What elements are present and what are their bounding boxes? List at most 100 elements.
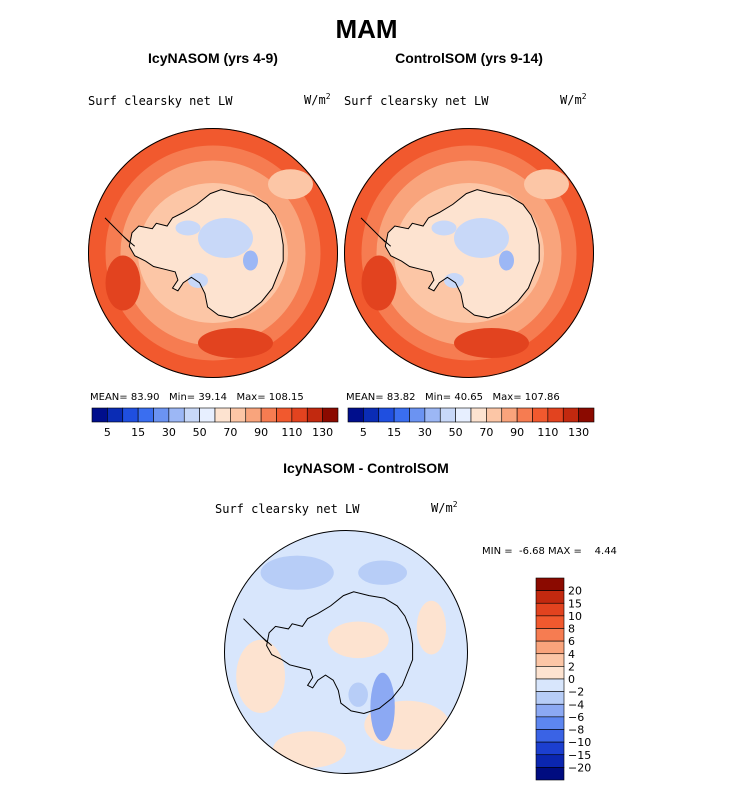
panel-3-units-exp: 2 — [452, 500, 458, 509]
panel-2-cold-core — [499, 250, 514, 271]
panel-1-mean: 83.90 — [130, 392, 160, 403]
panel-2-colorbar-swatch — [516, 407, 533, 423]
panel-2-colorbar-swatch — [501, 407, 518, 423]
panel-1-ice-shelf-2 — [188, 273, 208, 288]
panel-3-field — [224, 530, 468, 774]
panel-1-max-label: Max= — [236, 392, 266, 403]
panel-1-plateau — [198, 218, 253, 258]
panel-3-units-base: W/m — [431, 501, 453, 515]
panel-2-colorbar-swatch — [439, 407, 456, 423]
panel-1-min: 39.14 — [198, 392, 227, 403]
panel-3-colorbar-tick-label: 15 — [568, 597, 582, 610]
panel-3-colorbar-swatch — [535, 703, 565, 718]
panel-1-units-exp: 2 — [325, 92, 331, 101]
panel-3-colorbar-swatch — [535, 741, 565, 756]
panel-2-colorbar-tick-label: 5 — [360, 426, 367, 439]
panel-3-colorbar-tick-label: 6 — [568, 635, 575, 648]
panel-3-warm-1 — [236, 639, 285, 713]
panel-2-colorbar-swatch — [409, 407, 426, 423]
panel-3-boundary — [224, 530, 468, 774]
panel-3-cool-2 — [358, 560, 407, 585]
panel-3-colorbar-swatch — [535, 628, 565, 642]
panel-1-colorbar-swatch — [214, 407, 231, 423]
panel-2-field-label: Surf clearsky net LW — [344, 94, 489, 108]
panel-3-colorbar-swatch — [535, 678, 565, 692]
panel-3-cool-1 — [260, 555, 334, 590]
panel-3-cool-3 — [370, 672, 395, 742]
panel-2-title: ControlSOM (yrs 9-14) — [395, 50, 543, 66]
panel-1-cool-patch — [268, 169, 313, 200]
panel-2-colorbar-swatch — [363, 407, 380, 423]
panel-1-colorbar-tick-label: 30 — [162, 426, 176, 439]
panel-2-continent-fill — [385, 189, 540, 318]
panel-3-field-label: Surf clearsky net LW — [215, 502, 360, 516]
panel-3-colorbar-tick-label: 20 — [568, 585, 582, 598]
panel-3-peninsula — [243, 618, 273, 646]
panel-2-min-label: Min= — [425, 392, 452, 403]
panel-2-colorbar-tick-label: 130 — [568, 426, 589, 439]
panel-3-colorbar-tick-label: 0 — [568, 673, 575, 686]
panel-1-colorbar-swatch — [153, 407, 170, 423]
panel-2-colorbar-swatch — [486, 407, 503, 423]
panel-1-colorbar-tick-label: 110 — [281, 426, 302, 439]
panel-2-colorbar-swatch — [578, 407, 595, 423]
panel-3-colorbar-tick-label: 8 — [568, 623, 575, 636]
panel-2-colorbar-tick-label: 110 — [537, 426, 558, 439]
panel-1-field-label: Surf clearsky net LW — [88, 94, 233, 108]
panel-2-units-exp: 2 — [581, 92, 587, 101]
panel-2-min: 40.65 — [454, 392, 483, 403]
panel-3-colorbar-swatch — [535, 691, 565, 705]
panel-2-colorbar-swatch — [378, 407, 395, 423]
panel-2-field — [344, 128, 594, 378]
panel-3-map — [224, 530, 468, 774]
panel-1-continent-fill — [129, 189, 284, 318]
panel-2-max-label: Max= — [492, 392, 522, 403]
panel-2-warm-patch-1 — [454, 328, 529, 358]
panel-1-colorbar-swatch — [199, 407, 216, 423]
panel-1-colorbar-tick-label: 130 — [312, 426, 333, 439]
panel-1-colorbar-swatch — [291, 407, 308, 423]
panel-1-colorbar-swatch — [276, 407, 293, 423]
panel-2-boundary — [344, 128, 594, 378]
panel-1-colorbar-tick-label: 50 — [193, 426, 207, 439]
panel-2-colorbar-swatch — [547, 407, 564, 423]
panel-3-colorbar-swatch — [535, 653, 565, 667]
panel-2-colorbar-tick-label: 15 — [387, 426, 401, 439]
panel-3-max-label: MAX = — [548, 546, 582, 557]
panel-3-min: -6.68 — [518, 546, 545, 557]
panel-2-colorbar-swatch — [470, 407, 487, 423]
panel-2-cool-patch — [524, 169, 569, 200]
panel-1-colorbar-tick-label: 90 — [254, 426, 268, 439]
panel-1-colorbar-swatch — [306, 407, 323, 423]
panel-2-colorbar-tick-label: 50 — [449, 426, 463, 439]
panel-3-colorbar-swatch — [535, 590, 565, 604]
panel-1-colorbar-swatch — [137, 407, 154, 423]
panel-1-colorbar-tick-label: 5 — [104, 426, 111, 439]
panel-1-stats: MEAN= 83.90 Min= 39.14 Max= 108.15 — [90, 392, 304, 403]
panel-1-colorbar-swatch — [183, 407, 200, 423]
panel-3-colorbar-swatch — [535, 666, 565, 680]
panel-3-colorbar-tick-label: −20 — [568, 761, 591, 774]
panel-2-colorbar-tick-label: 70 — [479, 426, 493, 439]
panel-1-map — [88, 128, 338, 378]
panel-3-colorbar-tick-label: 2 — [568, 660, 575, 673]
panel-2-stats: MEAN= 83.82 Min= 40.65 Max= 107.86 — [346, 392, 560, 403]
panel-1-colorbar-swatch — [122, 407, 139, 423]
panel-1-colorbar-swatch — [322, 407, 339, 423]
panel-1-max: 108.15 — [268, 392, 304, 403]
panel-1-colorbar-swatch — [168, 407, 185, 423]
panel-1-colorbar: 5 15 30 50 70 90 110 130 — [91, 407, 339, 439]
panel-2-max: 107.86 — [524, 392, 560, 403]
panel-1-units: W/m2 — [304, 92, 331, 107]
panel-3-warm-3 — [272, 731, 346, 768]
panel-3-colorbar-tick-label: −6 — [568, 711, 584, 724]
panel-3-stats: MIN = -6.68 MAX = 4.44 — [482, 546, 617, 557]
panel-3-colorbar-swatch — [535, 716, 565, 730]
panel-1-boundary — [88, 128, 338, 378]
panel-3-colorbar-swatch — [535, 577, 565, 591]
panel-3-colorbar-swatch — [535, 615, 565, 629]
page-title: MAM — [335, 14, 398, 44]
panel-3-warm-4 — [327, 621, 389, 659]
panel-3-colorbar-tick-label: 10 — [568, 610, 582, 623]
